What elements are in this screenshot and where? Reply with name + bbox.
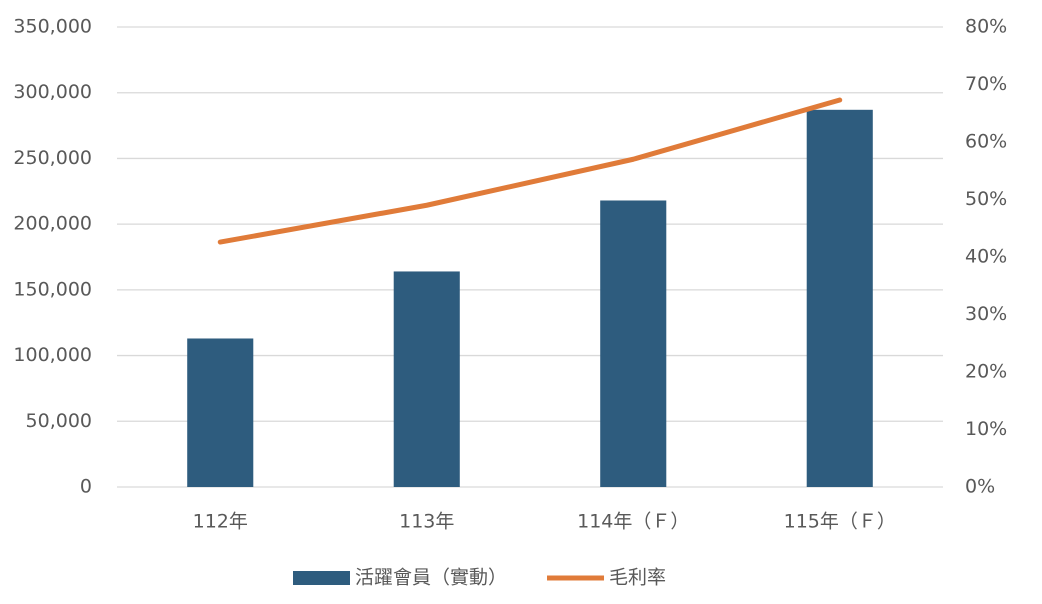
y2-tick-label: 50%	[965, 188, 1007, 210]
y-tick-label: 150,000	[13, 278, 92, 300]
y2-tick-label: 30%	[965, 303, 1007, 325]
legend-label: 活躍會員（實動）	[355, 567, 507, 589]
y2-tick-label: 20%	[965, 361, 1007, 383]
legend-label: 毛利率	[609, 567, 666, 589]
x-tick-label: 112年	[193, 511, 248, 533]
x-tick-label: 113年	[399, 511, 454, 533]
bar	[806, 109, 873, 488]
line	[217, 97, 843, 245]
y2-tick-label: 80%	[965, 16, 1007, 38]
y2-tick-label: 10%	[965, 418, 1007, 440]
x-tick-label: 114年（Ｆ）	[577, 511, 689, 533]
x-tick-label: 115年（Ｆ）	[784, 511, 896, 533]
y2-tick-label: 70%	[965, 73, 1007, 95]
y-tick-label: 50,000	[26, 410, 92, 432]
y2-tick-label: 40%	[965, 246, 1007, 268]
y2-tick-label: 60%	[965, 131, 1007, 153]
y-tick-label: 300,000	[13, 81, 92, 103]
y-tick-label: 100,000	[13, 344, 92, 366]
bar	[600, 200, 667, 487]
y-tick-label: 350,000	[13, 16, 92, 38]
bar	[187, 338, 254, 487]
y-tick-label: 250,000	[13, 147, 92, 169]
legend-swatch	[293, 571, 350, 585]
bar	[393, 271, 460, 487]
y-tick-label: 0	[80, 476, 92, 498]
y-tick-label: 200,000	[13, 213, 92, 235]
y2-tick-label: 0%	[965, 476, 995, 498]
